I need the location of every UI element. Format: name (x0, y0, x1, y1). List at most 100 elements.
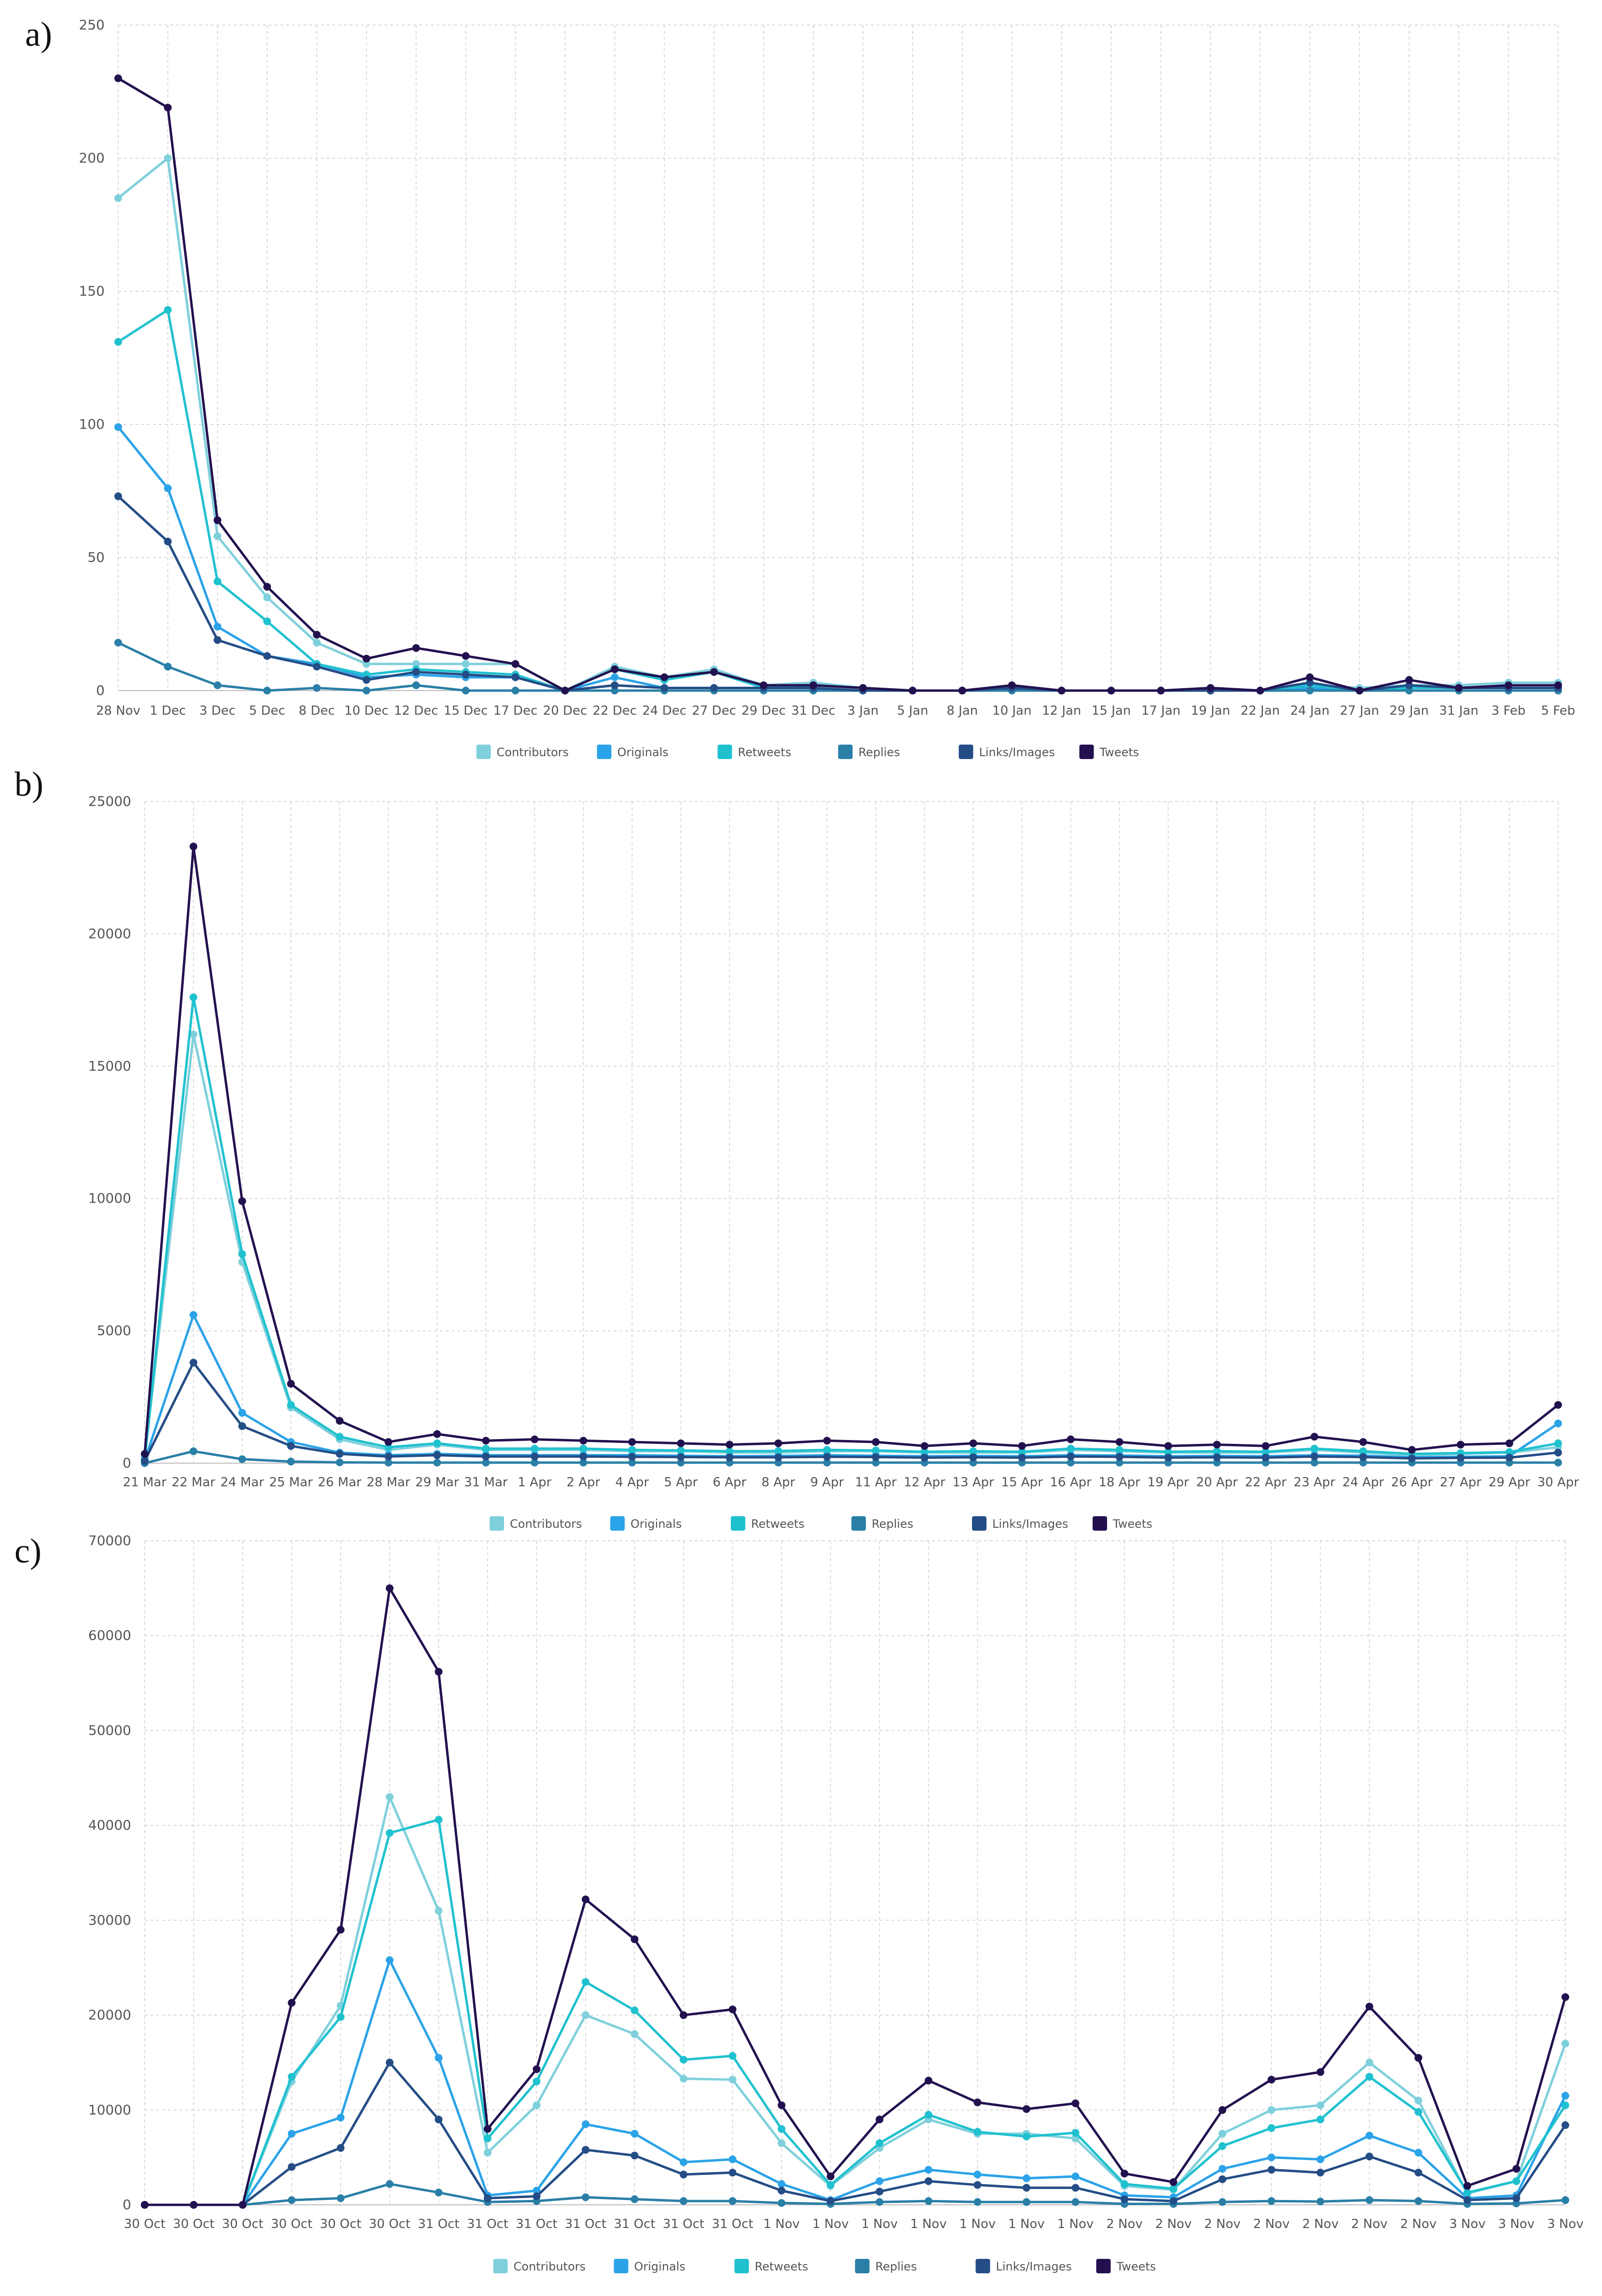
x-tick-label: 27 Apr (1440, 1475, 1482, 1490)
data-point (1505, 1448, 1513, 1456)
legend: Contributors Originals Retweets Replies Link… (493, 2259, 1156, 2273)
data-point (1219, 2165, 1227, 2173)
data-point (412, 681, 420, 689)
data-point (1107, 687, 1115, 694)
series-line-originals (143, 1314, 1559, 1461)
data-point (1554, 1439, 1562, 1447)
data-point (1071, 2172, 1080, 2180)
data-point (263, 652, 271, 660)
data-point (1512, 2177, 1520, 2185)
legend-swatch (493, 2259, 508, 2273)
data-point (384, 1443, 393, 1452)
x-tick-label: 8 Jan (946, 704, 978, 718)
legend-swatch (610, 1516, 625, 1531)
legend-swatch (476, 745, 491, 759)
x-tick-label: 29 Apr (1489, 1475, 1531, 1490)
data-point (337, 2114, 345, 2122)
data-point (1505, 1454, 1513, 1462)
chart-panel-3: 0 10000 20000 30000 40000 50000 60000 70000 30 O… (88, 1533, 1584, 2273)
data-point (1121, 2170, 1129, 2178)
x-tick-label: 15 Dec (444, 704, 488, 718)
data-point (1408, 1454, 1416, 1463)
x-tick-label: 28 Mar (367, 1475, 411, 1490)
x-tick-label: 31 Oct (663, 2217, 704, 2231)
x-tick-label: 29 Mar (415, 1475, 459, 1490)
data-point (778, 2180, 786, 2188)
y-tick-label: 25000 (88, 793, 131, 809)
data-point (1310, 1444, 1318, 1453)
data-point (288, 2073, 296, 2081)
x-tick-label: 1 Nov (1057, 2217, 1094, 2231)
data-point (677, 1439, 685, 1447)
data-point (561, 687, 569, 694)
data-point (1018, 1448, 1026, 1456)
data-point (969, 1439, 977, 1447)
data-point (1463, 2188, 1471, 2197)
x-tick-label: 30 Oct (271, 2217, 312, 2231)
x-tick-label: 2 Nov (1106, 2217, 1143, 2231)
x-tick-label: 2 Nov (1351, 2217, 1388, 2231)
data-point (728, 2076, 737, 2084)
data-point (628, 1438, 636, 1446)
data-point (114, 194, 122, 202)
data-point (581, 1978, 589, 1986)
data-point (190, 1359, 198, 1367)
data-point (774, 1458, 782, 1467)
data-point (1310, 1453, 1318, 1461)
y-tick-label: 0 (123, 1455, 131, 1471)
data-point (533, 2101, 541, 2109)
data-point (263, 687, 271, 694)
data-point (1455, 684, 1463, 692)
data-point (826, 2181, 835, 2189)
data-point (1213, 1440, 1221, 1449)
data-point (287, 1401, 295, 1409)
data-point (728, 2197, 737, 2205)
data-point (920, 1448, 929, 1456)
x-tick-label: 2 Nov (1155, 2217, 1192, 2231)
data-point (1022, 2133, 1030, 2141)
data-point (1022, 2198, 1030, 2206)
data-point (288, 1998, 296, 2007)
x-tick-label: 24 Dec (642, 704, 686, 718)
legend-label: Contributors (497, 746, 569, 759)
x-tick-label: 10 Jan (992, 704, 1031, 718)
x-tick-label: 2 Nov (1204, 2217, 1241, 2231)
data-point (1359, 1438, 1367, 1446)
data-point (114, 639, 122, 647)
data-point (1316, 2068, 1325, 2076)
data-point (1365, 2073, 1373, 2081)
data-point (726, 1440, 734, 1449)
data-point (1057, 687, 1066, 694)
data-point (1213, 1458, 1221, 1467)
data-point (581, 2146, 589, 2154)
data-point (482, 1453, 490, 1461)
data-point (336, 1433, 344, 1441)
data-point (531, 1453, 539, 1461)
data-point (1267, 2153, 1275, 2161)
data-point (924, 2111, 932, 2119)
data-point (164, 104, 172, 112)
data-point (238, 1197, 246, 1205)
legend-label: Contributors (510, 1517, 582, 1531)
data-point (1414, 2108, 1423, 2116)
legend-swatch (490, 1516, 504, 1531)
data-point (1512, 2194, 1520, 2202)
legend-swatch (731, 1516, 745, 1531)
data-point (1414, 2148, 1423, 2157)
y-tick-label: 60000 (88, 1628, 131, 1644)
x-tick-label: 19 Apr (1148, 1475, 1190, 1490)
data-point (114, 74, 122, 82)
data-point (384, 1438, 393, 1446)
x-tick-label: 31 Oct (418, 2217, 459, 2231)
legend-label: Replies (872, 1517, 913, 1531)
data-point (778, 2187, 786, 2195)
legend-swatch (838, 745, 853, 759)
data-point (1561, 2196, 1569, 2204)
x-tick-label: 31 Jan (1439, 704, 1478, 718)
data-point (1071, 2099, 1080, 2107)
x-tick-label: 31 Dec (791, 704, 835, 718)
data-point (872, 1453, 880, 1461)
data-point (313, 663, 321, 671)
data-point (362, 660, 370, 668)
